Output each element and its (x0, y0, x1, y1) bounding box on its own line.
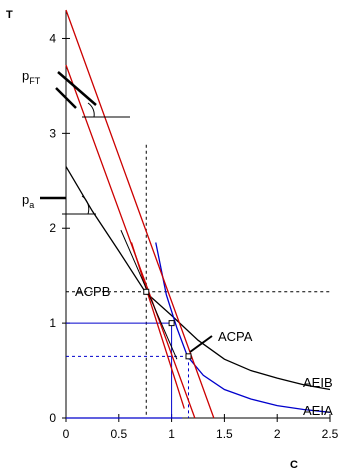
x-tick-label: 1 (168, 427, 175, 441)
x-tick-label: 2.5 (322, 427, 339, 441)
pft-angle-arc (87, 102, 95, 118)
acpa-label: ACPA (218, 329, 253, 344)
x-tick-label: 0.5 (110, 427, 127, 441)
y-tick-label: 0 (49, 411, 56, 425)
x-tick-label: 1.5 (216, 427, 233, 441)
pa-angle-arc (81, 195, 90, 215)
budget-line-lower-line (65, 64, 196, 419)
x-tick-label: 0 (63, 427, 70, 441)
tangent-line-line (130, 242, 185, 409)
aeia-label: AEIA (303, 403, 333, 418)
y-tick-label: 1 (49, 316, 56, 330)
acpb-label: ACPB (75, 284, 110, 299)
intersection-point (168, 320, 175, 327)
y-axis-title: T (6, 9, 13, 21)
y-tick-label: 3 (49, 126, 56, 140)
y-tick-label: 4 (49, 31, 56, 45)
p-a-label: pa (22, 192, 34, 210)
acpb-point (143, 288, 150, 295)
x-axis-title: C (290, 459, 298, 471)
acpa-point (185, 353, 192, 360)
plot-area: 0 0.5 1 1.5 2 2.5 0 1 2 3 4 (40, 9, 339, 441)
x-tick-label: 2 (274, 427, 281, 441)
aeib-line (65, 166, 331, 391)
aeib-label: AEIB (303, 375, 333, 390)
aeia-line (66, 242, 331, 419)
y-tick-label: 2 (49, 221, 56, 235)
acpa-arrow (189, 335, 213, 353)
budget-line-upper-line (65, 9, 215, 419)
pft-arrow-2 (57, 71, 97, 106)
p-ft-label: pFT (22, 68, 41, 86)
pft-arrow-1 (55, 87, 77, 109)
